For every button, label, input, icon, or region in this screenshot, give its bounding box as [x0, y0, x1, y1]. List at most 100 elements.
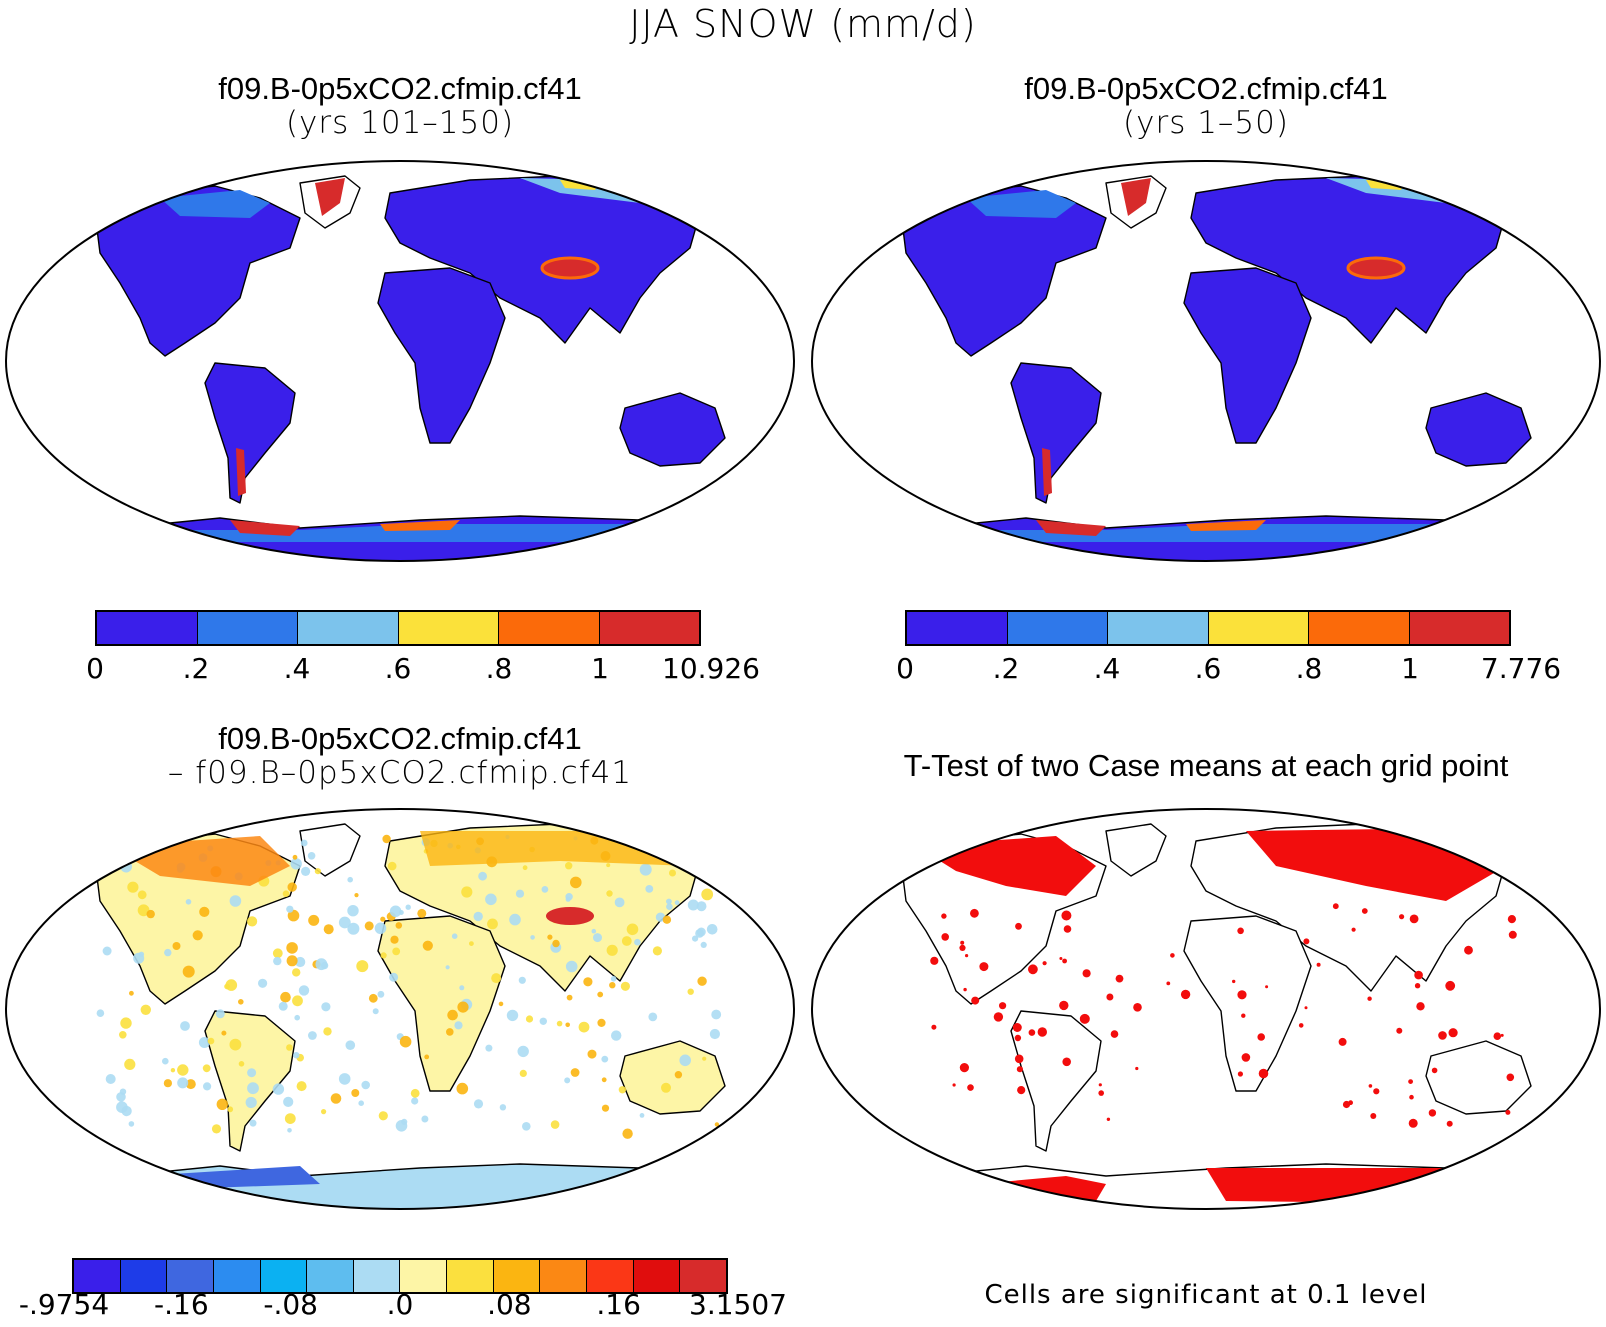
map-diff-field-speckle: [421, 1115, 429, 1123]
map-diff-field-speckle: [354, 893, 359, 898]
colorbar-tick-label: -.16: [154, 1288, 209, 1321]
map-diff-field-speckle: [417, 908, 427, 918]
colorbar-swatch: [907, 612, 1008, 644]
map-diff-field-speckle: [687, 988, 694, 995]
map-diff-field-speckle: [247, 916, 258, 927]
map-diff-field-speckle: [411, 1097, 419, 1105]
panel-diff-title-line2: – f09.B–0p5xCO2.cfmip.cf41: [167, 755, 633, 791]
map-diff-field-speckle: [216, 1098, 228, 1110]
map-diff-field-speckle: [392, 947, 401, 956]
map-diff-field-speckle: [445, 965, 450, 970]
map-ttest-field-sig-cell: [1170, 953, 1175, 958]
map-ttest-field-sig-cell: [1037, 1027, 1047, 1037]
map-case1-field-arctic-canada: [160, 190, 270, 218]
panel-case2-title-line1: f09.B-0p5xCO2.cfmip.cf41: [1024, 71, 1388, 106]
map-ttest-field-sig-cell: [941, 913, 947, 919]
map-diff-field-speckle: [395, 922, 403, 929]
map-ttest-field-sig-cell: [1017, 1086, 1026, 1095]
map-diff-field-speckle: [138, 836, 150, 848]
map-diff-field-speckle: [399, 1035, 412, 1048]
map-ttest-field-sig-cell: [1338, 1037, 1347, 1046]
map-ttest-field-sig-cell: [1098, 1090, 1104, 1096]
map-diff-field-speckle: [565, 1022, 570, 1028]
map-ttest-field-sig-cell: [1428, 1109, 1437, 1117]
map-ttest-field-sig-cell: [1135, 1066, 1139, 1071]
map-diff-field-speckle: [116, 1101, 128, 1113]
map-diff-field-speckle: [666, 903, 673, 910]
map-diff-field-speckle: [506, 1009, 519, 1022]
map-diff-field-speckle: [606, 863, 611, 868]
map-ttest-field-sig-cell: [1493, 1032, 1502, 1040]
map-case2: [811, 160, 1601, 562]
map-diff-field-australia: [619, 1040, 726, 1115]
map-diff-field-speckle: [323, 1027, 332, 1036]
map-diff-field-speckle: [105, 1074, 116, 1084]
map-case2-field-antarctic-peninsula: [1036, 520, 1106, 536]
cb3-bar: [72, 1258, 728, 1294]
map-case1-field-southAmerica: [204, 362, 296, 504]
colorbar-swatch: [74, 1260, 121, 1292]
map-diff-field-speckle: [374, 922, 387, 935]
map-diff-field-speckle: [273, 956, 282, 966]
colorbar-tick-label: 1: [1401, 652, 1419, 685]
map-diff-field-speckle: [380, 916, 386, 922]
map-diff-field-speckle: [307, 852, 316, 860]
map-ttest-field-sig-cell: [1059, 957, 1063, 960]
map-diff-field: [39, 823, 781, 1209]
map-ttest-field-africa: [1183, 915, 1312, 1092]
map-diff-field-speckle: [308, 1031, 317, 1040]
colorbar-swatch: [307, 1260, 354, 1292]
map-ttest-field-sig-cell: [1237, 927, 1244, 935]
map-ttest-field-sig-cell: [1414, 970, 1423, 980]
map-case2-field-tibet: [1346, 256, 1406, 280]
map-ttest-field-sig-cell: [1014, 1034, 1022, 1042]
colorbar-tick-label: .16: [596, 1288, 641, 1321]
map-ttest-field-sig-cell: [1370, 1113, 1377, 1119]
map-diff-field-speckle: [292, 968, 301, 977]
colorbar-tick-label: 10.926: [662, 652, 760, 685]
map-diff-field-speckle: [238, 999, 244, 1005]
map-ttest-field-sig-cell: [1106, 1117, 1111, 1121]
map-ttest-field-sig-cell: [1062, 958, 1067, 964]
map-diff-field-speckle: [552, 939, 560, 948]
map-diff-field-speckle: [345, 1040, 356, 1050]
map-diff-field-speckle: [611, 1030, 622, 1041]
map-ttest-field-sig-cell: [963, 987, 967, 992]
colorbar-swatch: [1309, 612, 1410, 644]
colorbar-swatch: [680, 1260, 726, 1292]
map-diff-field-speckle: [283, 1096, 294, 1107]
map-diff-field-speckle: [138, 951, 145, 957]
map-case2-field-arctic-canada: [966, 190, 1076, 218]
map-diff-field-speckle: [278, 1001, 288, 1011]
map-diff-field-speckle: [272, 1083, 285, 1095]
map-ttest-field-sig-cell: [1241, 1013, 1246, 1018]
map-ttest-field-sig-cell: [1110, 1030, 1119, 1038]
map-diff-field-speckle: [124, 1058, 136, 1070]
colorbar-tick-label: 3.1507: [689, 1288, 787, 1321]
map-diff-field-speckle: [199, 906, 210, 917]
map-diff-field-speckle: [697, 976, 707, 986]
colorbar-swatch: [499, 612, 600, 644]
colorbar-swatch: [1409, 612, 1509, 644]
map-ttest-field-sig-cell: [1166, 981, 1171, 986]
map-ttest-field-sig-cell: [952, 1083, 956, 1087]
map-diff-field-speckle: [128, 1121, 135, 1127]
map-diff-field-speckle: [172, 942, 181, 950]
map-diff-field-speckle: [192, 930, 203, 941]
map-ttest-field-sig-cell: [1298, 1023, 1304, 1028]
map-diff-field-speckle: [180, 1021, 190, 1031]
panel-case1-title-line2: (yrs 101–150): [285, 105, 515, 141]
map-diff-field-speckle: [679, 1054, 691, 1067]
map-ttest-field-sig-cell: [1368, 1084, 1373, 1088]
colorbar-swatch: [398, 612, 499, 644]
map-ttest-field-sig-cell: [1304, 1006, 1308, 1010]
map-case1: [5, 160, 795, 562]
map-ttest-field-sig-cell: [965, 954, 969, 958]
map-diff-field-speckle: [185, 1079, 196, 1090]
map-ttest-field-sig-cell: [1241, 1053, 1251, 1062]
colorbar-tick-label: .0: [386, 1288, 414, 1321]
map-case2-field-australia: [1425, 392, 1532, 467]
map-diff-field-speckle: [247, 1068, 257, 1078]
map-ttest-field-sig-cell: [1303, 938, 1310, 945]
map-diff-field-speckle: [182, 965, 195, 978]
